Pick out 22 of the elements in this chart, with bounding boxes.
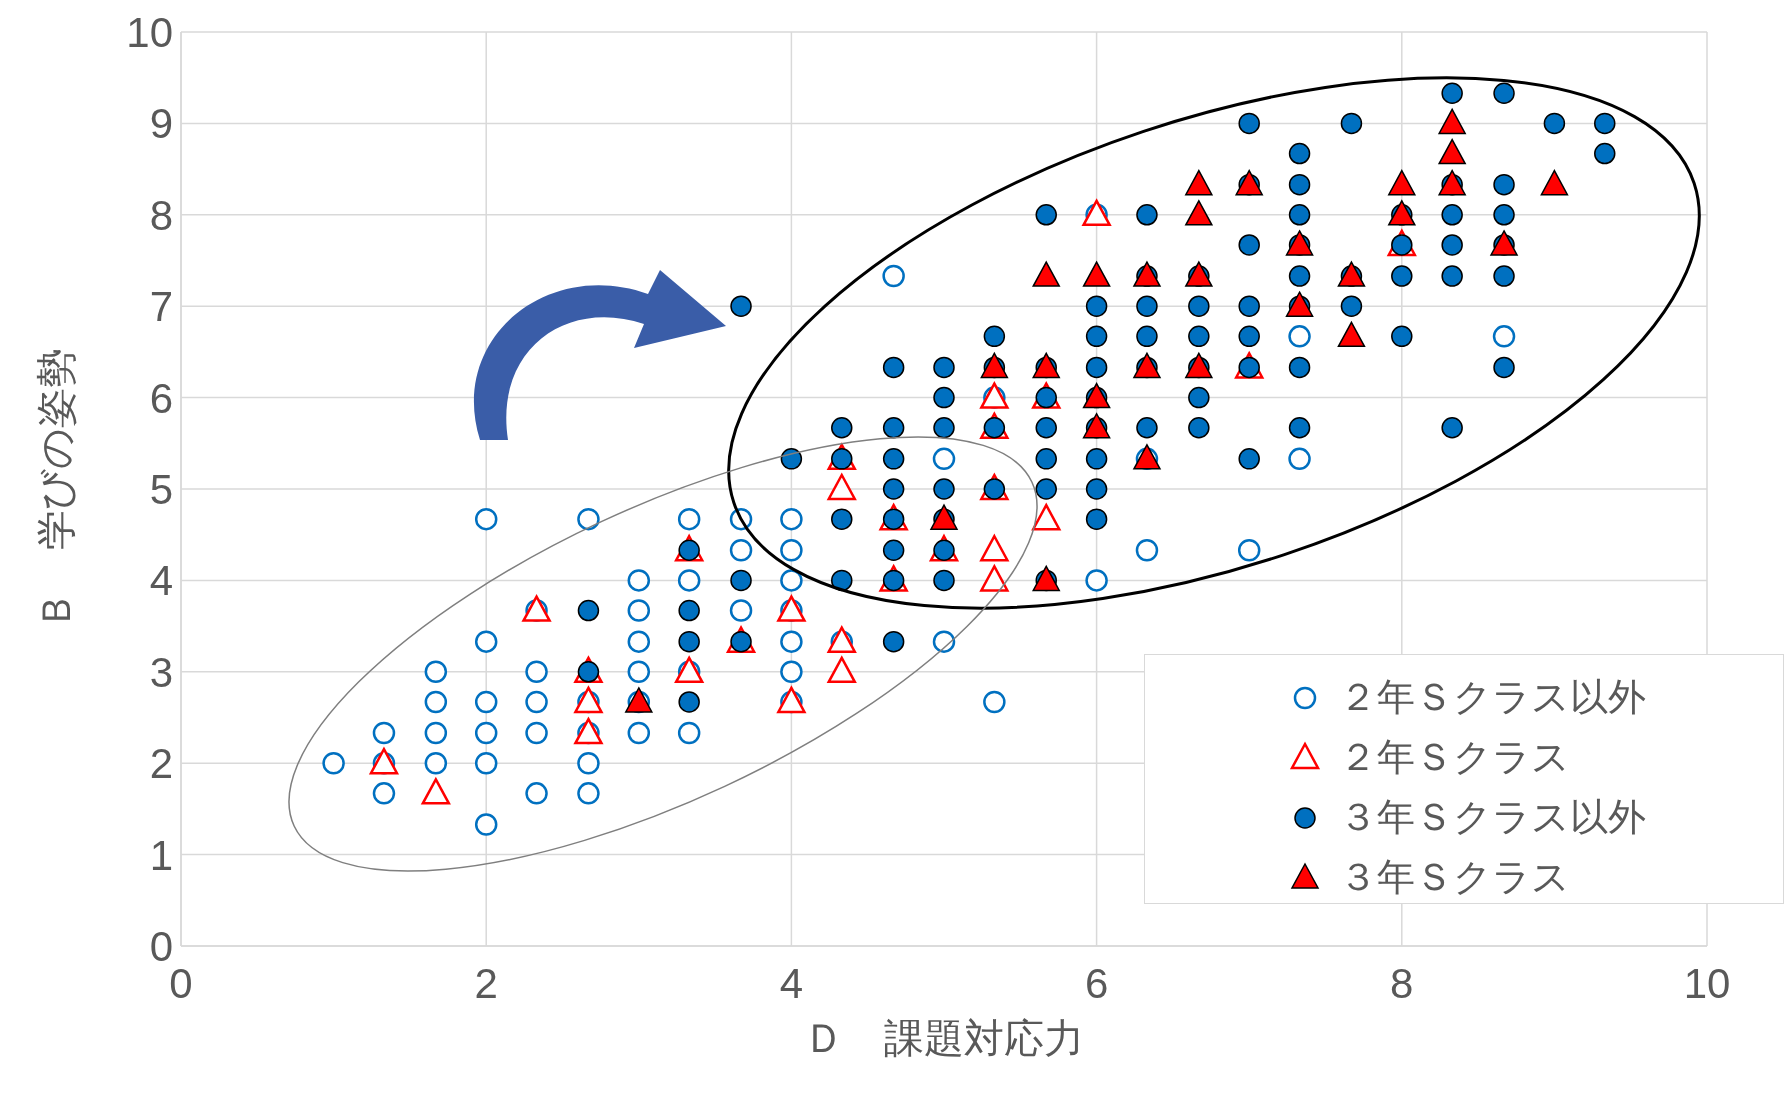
- y-tick-label: 9: [149, 100, 173, 148]
- x-tick-label: 4: [779, 959, 804, 1007]
- y-tick-label: 2: [149, 740, 173, 788]
- y-tick-label: 3: [149, 648, 173, 696]
- x-tick-label: 10: [1683, 959, 1731, 1007]
- legend-label: ２年Ｓクラス: [1339, 734, 1570, 780]
- y-tick-label: 0: [149, 922, 173, 970]
- x-axis-title: Ｄ 課題対応力: [804, 1016, 1084, 1060]
- y-tick-label: 5: [149, 465, 173, 513]
- legend-label: ２年Ｓクラス以外: [1339, 674, 1646, 720]
- legend-label: ３年Ｓクラス以外: [1339, 794, 1646, 840]
- y-tick-label: 7: [149, 283, 173, 331]
- y-tick-label: 10: [126, 8, 173, 56]
- y-axis-title: Ｂ 学びの姿勢: [34, 348, 78, 630]
- x-tick-label: 2: [474, 959, 498, 1007]
- y-tick-label: 1: [149, 831, 173, 879]
- y-tick-label: 6: [149, 374, 173, 422]
- x-tick-label: 8: [1390, 959, 1414, 1007]
- x-tick-label: 6: [1084, 959, 1109, 1007]
- legend-label: ３年Ｓクラス: [1339, 854, 1570, 900]
- y-tick-label: 4: [149, 557, 173, 605]
- y-tick-label: 8: [149, 191, 173, 239]
